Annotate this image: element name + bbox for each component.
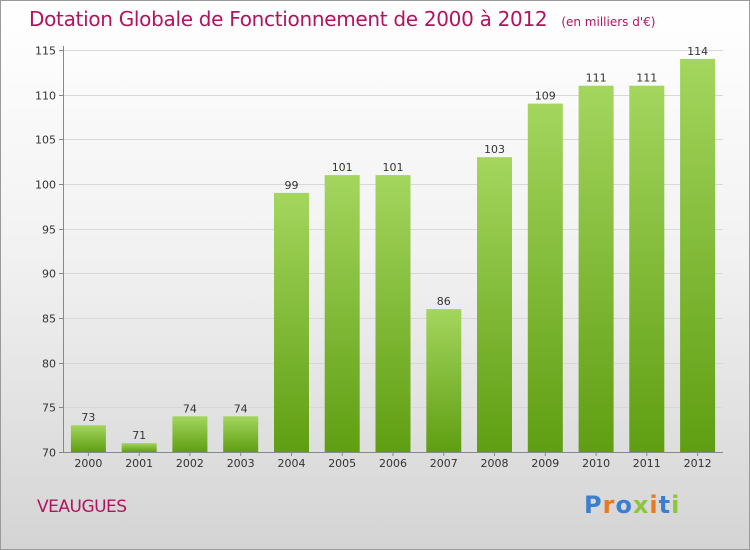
x-tick-label-2001: 2001 bbox=[125, 457, 153, 470]
x-tick-label-2009: 2009 bbox=[531, 457, 559, 470]
y-tick-label: 110 bbox=[35, 90, 56, 103]
data-label-2007: 86 bbox=[437, 295, 451, 308]
y-tick-label: 100 bbox=[35, 179, 56, 192]
bar-2002 bbox=[172, 416, 208, 452]
logo-letter: x bbox=[632, 491, 650, 519]
logo-letter: o bbox=[615, 491, 633, 519]
proxiti-logo: Proxiti bbox=[584, 491, 680, 519]
bar-2009 bbox=[527, 103, 563, 452]
data-label-2005: 101 bbox=[332, 161, 353, 174]
labels: 70 75 80 85 90 95 100 105 110 115 73 2000 71 2001 74 20… bbox=[35, 45, 712, 471]
bar-2000 bbox=[70, 425, 106, 452]
data-label-2002: 74 bbox=[183, 402, 197, 415]
y-tick-label: 95 bbox=[42, 224, 56, 237]
bar-2005 bbox=[324, 175, 360, 452]
bars bbox=[70, 58, 716, 453]
x-tick-label-2012: 2012 bbox=[684, 457, 712, 470]
data-label-2003: 74 bbox=[234, 402, 248, 415]
y-tick-label: 105 bbox=[35, 134, 56, 147]
bar-2003 bbox=[223, 416, 259, 452]
data-label-2009: 109 bbox=[535, 90, 556, 103]
y-tick-label: 80 bbox=[42, 358, 56, 371]
x-tick-label-2011: 2011 bbox=[633, 457, 661, 470]
bar-2012 bbox=[680, 58, 716, 453]
chart-subtitle: (en milliers d'€) bbox=[561, 15, 656, 29]
x-tick-label-2005: 2005 bbox=[328, 457, 356, 470]
x-tick-label-2003: 2003 bbox=[227, 457, 255, 470]
x-tick-label-2004: 2004 bbox=[278, 457, 306, 470]
bar-2010 bbox=[578, 85, 614, 452]
y-tick-label: 115 bbox=[35, 45, 56, 58]
chart-title: Dotation Globale de Fonctionnement de 20… bbox=[29, 7, 655, 31]
bar-2008 bbox=[477, 157, 512, 452]
y-tick-label: 70 bbox=[42, 447, 56, 460]
x-tick-label-2000: 2000 bbox=[74, 457, 102, 470]
bar-2007 bbox=[426, 309, 462, 452]
y-tick-label: 75 bbox=[42, 402, 56, 415]
data-label-2001: 71 bbox=[132, 429, 146, 442]
axes bbox=[59, 46, 723, 456]
data-label-2004: 99 bbox=[285, 179, 299, 192]
x-tick-label-2002: 2002 bbox=[176, 457, 204, 470]
logo-letter: i bbox=[671, 491, 681, 519]
bar-2001 bbox=[121, 443, 157, 452]
x-tick-label-2010: 2010 bbox=[582, 457, 610, 470]
bar-2011 bbox=[629, 85, 665, 452]
y-tick-label: 90 bbox=[42, 268, 56, 281]
commune-name: VEAUGUES bbox=[37, 497, 127, 517]
x-tick-label-2007: 2007 bbox=[430, 457, 458, 470]
data-label-2010: 111 bbox=[586, 72, 607, 85]
bar-2006 bbox=[375, 175, 411, 452]
x-tick-label-2008: 2008 bbox=[481, 457, 509, 470]
chart-title-text: Dotation Globale de Fonctionnement de 20… bbox=[29, 7, 548, 31]
logo-letter: P bbox=[584, 491, 603, 519]
logo-letter: r bbox=[602, 491, 616, 519]
data-label-2012: 114 bbox=[687, 45, 708, 58]
y-tick-label: 85 bbox=[42, 313, 56, 326]
data-label-2006: 101 bbox=[383, 161, 404, 174]
data-label-2011: 111 bbox=[636, 72, 657, 85]
data-label-2008: 103 bbox=[484, 143, 505, 156]
logo-letter: t bbox=[658, 491, 672, 519]
x-tick-label-2006: 2006 bbox=[379, 457, 407, 470]
logo-letter: i bbox=[649, 491, 659, 519]
data-label-2000: 73 bbox=[81, 411, 95, 424]
bar-2004 bbox=[274, 192, 309, 452]
